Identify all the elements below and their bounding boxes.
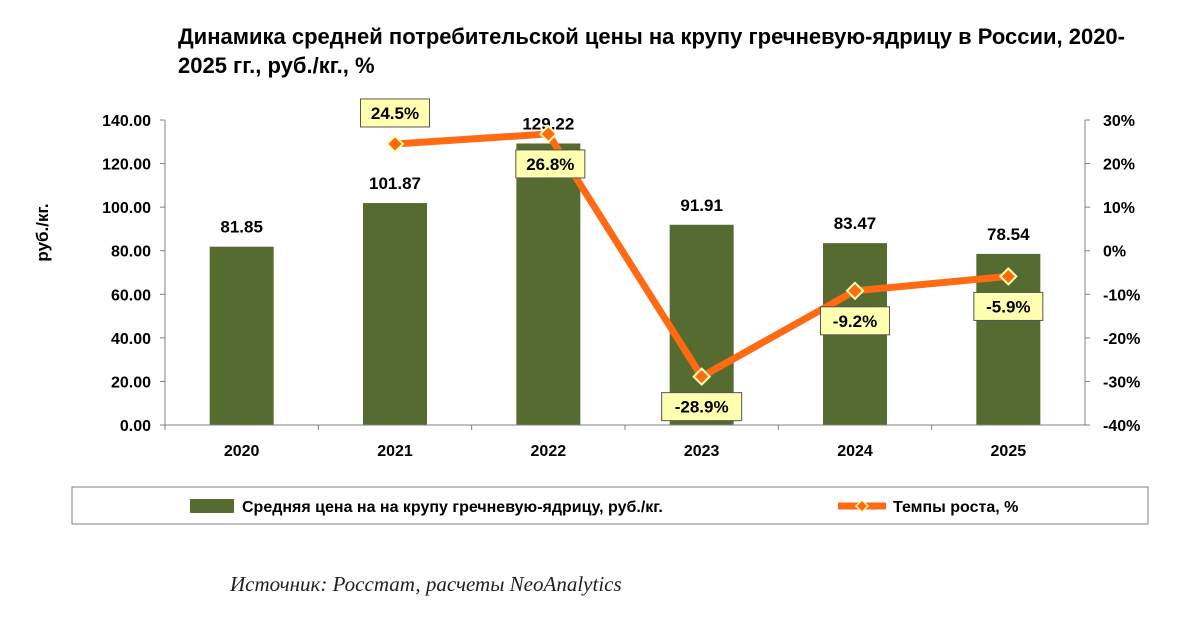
left-tick-label: 100.00 <box>102 200 151 217</box>
right-tick-label: 10% <box>1103 200 1135 217</box>
growth-label-box-2021 <box>360 98 430 128</box>
left-tick-label: 80.00 <box>111 244 151 261</box>
bar-value-label-2020: 81.85 <box>220 218 263 237</box>
left-tick-label: 140.00 <box>102 113 151 130</box>
legend: Средняя цена на на крупу гречневую-ядриц… <box>71 486 1149 525</box>
right-tick-label: 20% <box>1103 157 1135 174</box>
x-tick-label: 2024 <box>837 443 873 460</box>
legend-box <box>71 486 1149 525</box>
bar-value-label-2024: 83.47 <box>834 214 877 233</box>
left-tick-label: 20.00 <box>111 374 151 391</box>
bar-2023 <box>669 224 734 425</box>
growth-label-box-2024 <box>820 306 890 336</box>
right-tick-label: -30% <box>1103 374 1140 391</box>
growth-marker-2022 <box>538 124 558 144</box>
growth-marker-2025 <box>998 267 1018 286</box>
growth-label-box-2022 <box>515 149 586 179</box>
growth-label-2022: 26.8% <box>526 155 574 174</box>
chart-title: Динамика средней потребительской цены на… <box>178 24 1125 78</box>
bar-value-label-2022: 129.22 <box>522 114 574 133</box>
legend-swatch-marker <box>854 498 870 514</box>
growth-marker-2024 <box>845 281 865 301</box>
left-tick-label: 40.00 <box>111 331 151 348</box>
right-tick-label: -40% <box>1103 418 1140 435</box>
growth-label-2023: -28.9% <box>675 398 729 417</box>
bars-layer: 81.85 101.87 129.22 91.91 83.47 78.54 <box>209 114 1041 426</box>
bar-value-label-2021: 101.87 <box>369 174 421 193</box>
y-axis-title: руб./кг. <box>33 203 52 261</box>
growth-label-box-2023 <box>661 392 743 422</box>
growth-label-2024: -9.2% <box>833 312 877 331</box>
bar-value-label-2025: 78.54 <box>987 225 1030 244</box>
line-layer: 24.5% 26.8% -28.9% -9.2% -5.9% <box>360 98 1044 422</box>
right-tick-label: -20% <box>1103 331 1140 348</box>
growth-label-2025: -5.9% <box>986 297 1030 316</box>
growth-marker-2023 <box>692 367 712 387</box>
growth-label-box-2025 <box>973 291 1044 321</box>
x-tick-label: 2022 <box>531 443 567 460</box>
right-tick-label: -10% <box>1103 287 1140 304</box>
bar-2022 <box>516 143 581 426</box>
x-tick-label: 2025 <box>991 443 1027 460</box>
legend-swatch-bars <box>190 499 234 513</box>
right-tick-label: 0% <box>1103 244 1126 261</box>
left-tick-label: 0.00 <box>120 418 151 435</box>
left-tick-label: 60.00 <box>111 287 151 304</box>
source-note: Источник: Росстат, расчеты NeoAnalytics <box>230 572 622 596</box>
right-tick-label: 30% <box>1103 113 1135 130</box>
axes-layer: 0.00 20.00 40.00 60.00 80.00 100.00 120.00 140.… <box>33 113 1140 460</box>
x-tick-label: 2021 <box>377 443 413 460</box>
left-tick-label: 120.00 <box>102 157 151 174</box>
x-tick-label: 2023 <box>684 443 720 460</box>
x-tick-label: 2020 <box>224 443 260 460</box>
growth-label-2021: 24.5% <box>371 104 419 123</box>
legend-label-line: Темпы роста, % <box>893 499 1018 516</box>
growth-marker-2021 <box>385 134 405 154</box>
bar-2020 <box>209 246 274 425</box>
legend-label-bars: Средняя цена на на крупу гречневую-ядриц… <box>242 499 663 516</box>
bar-2021 <box>363 203 427 425</box>
bar-value-label-2023: 91.91 <box>680 196 723 215</box>
